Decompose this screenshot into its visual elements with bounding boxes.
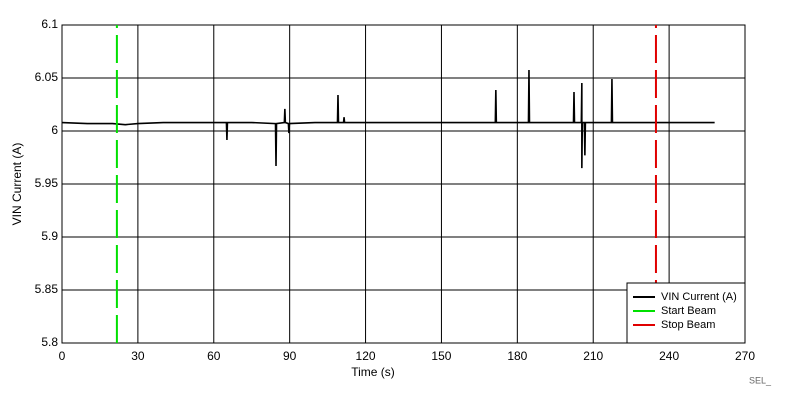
legend-label: VIN Current (A) — [661, 291, 737, 303]
x-tick-label: 120 — [356, 349, 376, 363]
y-tick-label: 5.85 — [35, 282, 59, 296]
y-tick-label: 5.9 — [41, 229, 58, 243]
x-tick-label: 0 — [59, 349, 66, 363]
x-tick-label: 240 — [659, 349, 679, 363]
y-tick-label: 6.05 — [35, 70, 59, 84]
legend-label: Stop Beam — [661, 319, 715, 331]
plot-frame — [61, 24, 746, 344]
x-tick-label: 30 — [131, 349, 145, 363]
series-line — [61, 70, 715, 169]
x-tick-label: 210 — [583, 349, 603, 363]
x-tick-label: 180 — [507, 349, 527, 363]
legend-label: Start Beam — [661, 305, 716, 317]
y-tick-label: 5.8 — [41, 335, 58, 349]
annotation: SEL_ — [749, 375, 772, 385]
legend-box — [626, 282, 746, 344]
y-axis-label: VIN Current (A) — [10, 143, 24, 226]
x-tick-label: 150 — [431, 349, 451, 363]
y-tick-label: 5.95 — [35, 176, 59, 190]
x-axis-label: Time (s) — [351, 365, 395, 379]
y-tick-label: 6.1 — [41, 17, 58, 31]
y-tick-label: 6 — [51, 123, 58, 137]
x-tick-label: 60 — [207, 349, 221, 363]
x-tick-label: 270 — [735, 349, 755, 363]
x-tick-label: 90 — [283, 349, 297, 363]
